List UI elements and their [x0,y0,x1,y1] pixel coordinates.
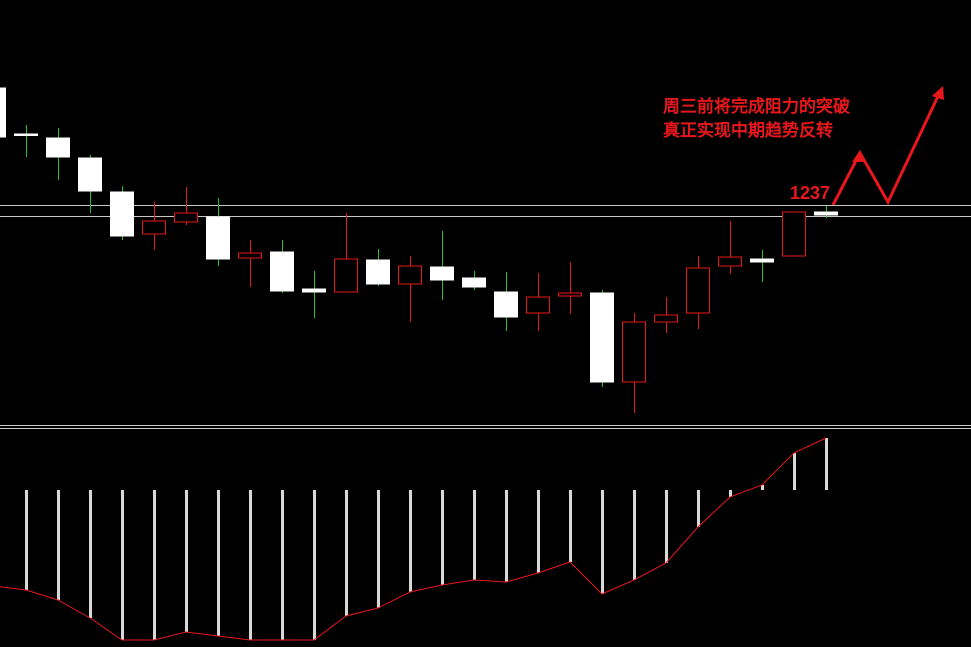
candle-body [302,288,326,293]
candle-body [718,256,742,267]
arrow-head [852,150,864,162]
candle-body [206,216,230,260]
candle-body [558,292,582,297]
candle-body [622,321,646,383]
annotation: 周三前将完成阻力的突破 [663,96,850,117]
indicator-line [0,437,827,641]
candle-body [526,296,550,314]
candle-body [270,251,294,292]
candle-body [174,212,198,223]
candle-body [142,220,166,235]
candle-body [78,157,102,192]
candle-body [782,211,806,257]
candle-body [590,292,614,383]
candle-body [366,259,390,285]
arrow-head [932,86,944,100]
candle-body [0,87,6,138]
price-label: 1237 [790,183,830,203]
candle-body [750,258,774,263]
candle-body [238,252,262,259]
candle-body [462,277,486,288]
candle-body [686,267,710,314]
forecast-arrow [831,91,942,206]
annotation: 真正实现中期趋势反转 [663,120,833,141]
candle-body [494,291,518,318]
candle-body [654,314,678,323]
candle-body [430,266,454,281]
candle-body [398,265,422,285]
candle-body [14,133,38,136]
candle-body [46,137,70,158]
candle-body [334,258,358,293]
candle-body [110,191,134,237]
candle-body [814,211,838,216]
